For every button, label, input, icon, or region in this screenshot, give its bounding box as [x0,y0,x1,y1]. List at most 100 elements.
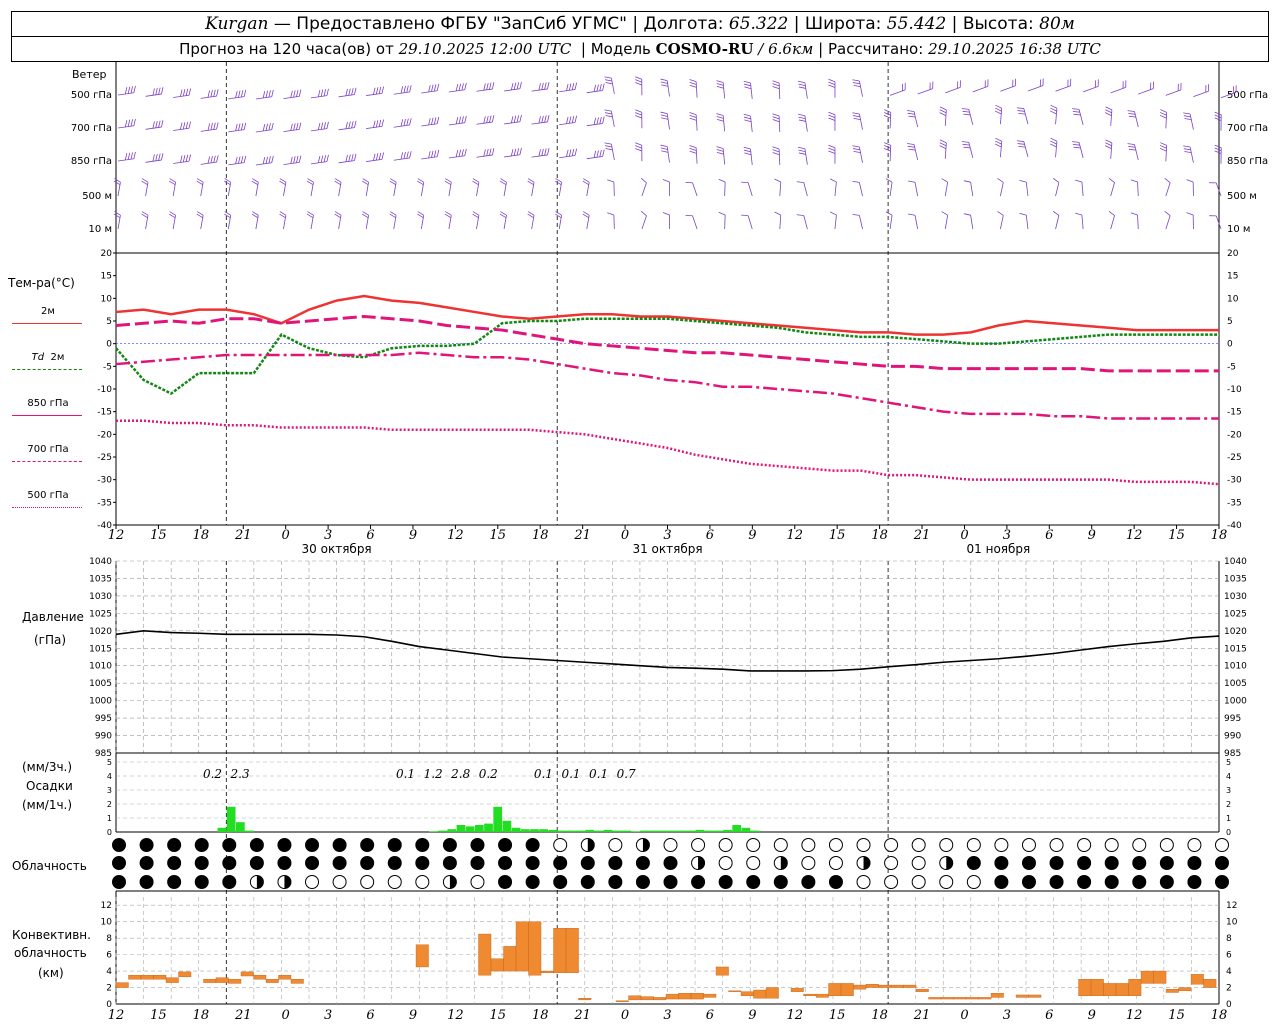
time-tick-upper: 15 [1168,528,1185,543]
conv-ytick-right: 8 [1226,934,1232,944]
cloud-circle [939,875,954,889]
wind-barb-flag [271,155,274,163]
conv-bar [528,921,542,976]
wind-barb-flag [604,145,613,148]
date-label: 01 ноября [967,542,1031,556]
conv-bar [253,974,267,980]
wind-barb-flag [127,119,131,127]
time-tick-upper: 15 [829,528,846,543]
wind-barb-flag [433,117,437,125]
cloud-circle [1215,875,1229,889]
wind-barb-flag [547,115,550,123]
cloud-circle [663,838,678,852]
wind-barb-flag [224,180,231,186]
time-tick-upper: 18 [871,528,888,543]
wind-barb-flag [1017,110,1025,112]
time-tick-lower: 18 [532,1008,549,1023]
wind-barb-staff [858,113,863,130]
wind-barb-flag [351,121,354,129]
wind-barb-flag [361,180,369,186]
wind-barb-flag [431,150,434,158]
conv-bar [128,974,142,980]
cloud-half [256,875,264,889]
wind-barb-flag [662,179,670,183]
wind-level-label-right: 500 гПа [1227,90,1268,101]
time-tick-lower: 0 [621,1008,629,1023]
wind-barb-staff [228,129,245,133]
wind-barb-staff [117,125,134,129]
wind-barb-flag [660,78,668,82]
wind-barb-flag [334,178,342,183]
cloud-circle [1077,875,1092,889]
wind-barb-flag [400,86,404,94]
wind-barb-staff [338,160,355,164]
cloud-circle [387,875,402,889]
cloud-circle [746,875,761,889]
wind-barb-staff [611,144,615,160]
conv-bar [240,971,254,977]
cloud-circle [387,838,402,852]
wind-barb-flag [1183,145,1191,148]
wind-barb-staff [476,154,493,158]
wind-barb-flag [772,113,780,117]
wind-barb-flag [306,180,314,186]
wind-barb-flag [527,178,535,183]
precip-ytick-left: 1 [107,814,112,823]
conv-bar [765,987,779,999]
wind-barb-flag [185,88,189,96]
cloud-circle [1049,875,1064,889]
wind-barb-flag [262,91,266,99]
wind-barb-flag [445,178,452,183]
cloud-circle [1021,856,1036,870]
conv-bar [553,928,567,973]
wind-barb-flag [741,181,749,184]
wind-barb-staff [1193,90,1209,98]
time-tick-upper: 15 [150,528,167,543]
conv-bar [1140,970,1154,984]
wind-barb-flag [743,116,751,120]
wind-barb-flag [455,150,459,158]
wind-barb-flag [1186,212,1194,216]
cloud-circle [553,838,568,852]
wind-barb-staff [1137,181,1139,197]
conv-ytick-left: 10 [101,918,113,928]
cloud-circle [718,838,733,852]
pressure-line [115,630,1220,672]
wind-barb-staff [503,88,520,92]
pressure-ytick-left: 1025 [89,609,112,619]
precip-3h-sum: 0.1 [561,767,580,781]
wind-barb-flag [326,121,329,129]
wind-barb-flag [141,211,149,216]
wind-barb-flag [141,178,149,183]
wind-barb-flag [852,145,860,148]
conv-bar [1190,974,1204,985]
wind-barb-flag [744,152,752,156]
wind-barb-flag [830,178,837,183]
conv-bar [1078,979,1092,996]
wind-barb-flag [1127,143,1135,145]
temp-ytick-right: -5 [1227,362,1236,372]
wind-barb-flag [417,213,424,219]
cloud-circle [1077,838,1092,852]
wind-barb-staff [1081,182,1084,197]
wind-barb-flag [180,155,183,163]
wind-barb-staff [173,160,190,164]
wind-barb-flag [718,211,726,216]
wind-barb-flag [279,180,286,186]
wind-barb-flag [885,211,893,216]
wind-barbs [113,76,1237,230]
wind-barb-flag [240,156,244,164]
precip-bar [603,829,613,832]
wind-barb-flag [547,82,550,90]
conv-bar [140,974,154,980]
wind-barb-flag [995,137,1002,142]
conv-bar [828,983,842,996]
cloud-circle [663,856,678,870]
wind-barb-flag [130,119,133,127]
temp-ytick-left: 15 [101,272,112,282]
wind-barb-staff [531,88,548,92]
wind-barb-flag [660,111,668,115]
wind-barb-flag [431,84,434,92]
wind-barb-flag [224,178,231,183]
precip-bar [456,825,466,832]
